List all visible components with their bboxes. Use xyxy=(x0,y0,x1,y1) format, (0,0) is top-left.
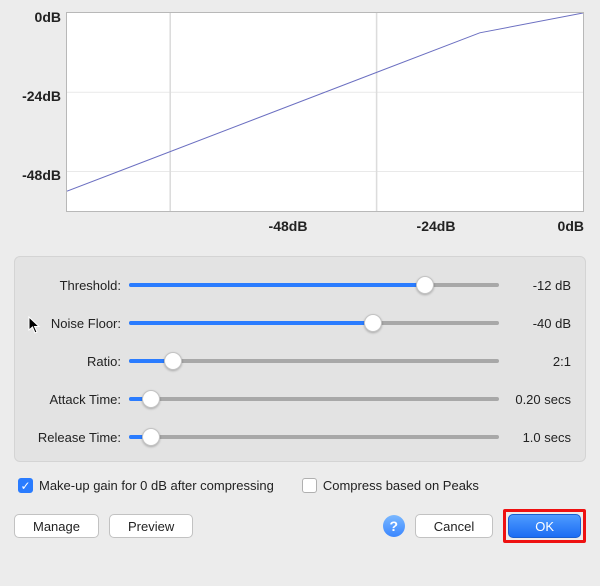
noise-floor-label: Noise Floor: xyxy=(29,316,129,331)
checkbox-icon xyxy=(302,478,317,493)
preview-button[interactable]: Preview xyxy=(109,514,193,538)
ok-highlight: OK xyxy=(503,509,586,543)
slider-thumb[interactable] xyxy=(142,428,160,446)
makeup-gain-checkbox[interactable]: ✓ Make-up gain for 0 dB after compressin… xyxy=(18,478,274,493)
release-time-value: 1.0 secs xyxy=(499,430,571,445)
manage-button[interactable]: Manage xyxy=(14,514,99,538)
help-button[interactable]: ? xyxy=(383,515,405,537)
x-tick: -24dB xyxy=(362,218,510,234)
y-tick: -48dB xyxy=(22,167,67,183)
threshold-label: Threshold: xyxy=(29,278,129,293)
makeup-gain-label: Make-up gain for 0 dB after compressing xyxy=(39,478,274,493)
checkbox-row: ✓ Make-up gain for 0 dB after compressin… xyxy=(0,462,600,497)
threshold-slider[interactable] xyxy=(129,275,499,295)
chart-plot: 0dB -24dB -48dB xyxy=(66,12,584,212)
noise-floor-row: Noise Floor: -40 dB xyxy=(29,313,571,333)
ratio-slider[interactable] xyxy=(129,351,499,371)
ok-button[interactable]: OK xyxy=(508,514,581,538)
ratio-row: Ratio: 2:1 xyxy=(29,351,571,371)
release-time-slider[interactable] xyxy=(129,427,499,447)
cancel-button[interactable]: Cancel xyxy=(415,514,493,538)
release-time-row: Release Time: 1.0 secs xyxy=(29,427,571,447)
compress-peaks-label: Compress based on Peaks xyxy=(323,478,479,493)
slider-thumb[interactable] xyxy=(364,314,382,332)
y-tick: -24dB xyxy=(22,88,67,104)
compressor-curve-chart: 0dB -24dB -48dB -60 -48dB -24dB 0dB xyxy=(0,0,600,242)
ratio-label: Ratio: xyxy=(29,354,129,369)
ratio-value: 2:1 xyxy=(499,354,571,369)
compress-peaks-checkbox[interactable]: Compress based on Peaks xyxy=(302,478,479,493)
attack-time-value: 0.20 secs xyxy=(499,392,571,407)
slider-thumb[interactable] xyxy=(142,390,160,408)
x-tick: 0dB xyxy=(510,218,584,234)
slider-thumb[interactable] xyxy=(164,352,182,370)
noise-floor-slider[interactable] xyxy=(129,313,499,333)
x-tick: -48dB xyxy=(214,218,362,234)
release-time-label: Release Time: xyxy=(29,430,129,445)
x-axis: -60 -48dB -24dB 0dB xyxy=(66,212,584,234)
checkbox-icon: ✓ xyxy=(18,478,33,493)
slider-panel: Threshold: -12 dB Noise Floor: -40 dB Ra… xyxy=(14,256,586,462)
threshold-row: Threshold: -12 dB xyxy=(29,275,571,295)
noise-floor-value: -40 dB xyxy=(499,316,571,331)
attack-time-slider[interactable] xyxy=(129,389,499,409)
attack-time-row: Attack Time: 0.20 secs xyxy=(29,389,571,409)
y-tick: 0dB xyxy=(35,9,67,25)
attack-time-label: Attack Time: xyxy=(29,392,129,407)
threshold-value: -12 dB xyxy=(499,278,571,293)
button-row: Manage Preview ? Cancel OK xyxy=(0,497,600,543)
slider-thumb[interactable] xyxy=(416,276,434,294)
